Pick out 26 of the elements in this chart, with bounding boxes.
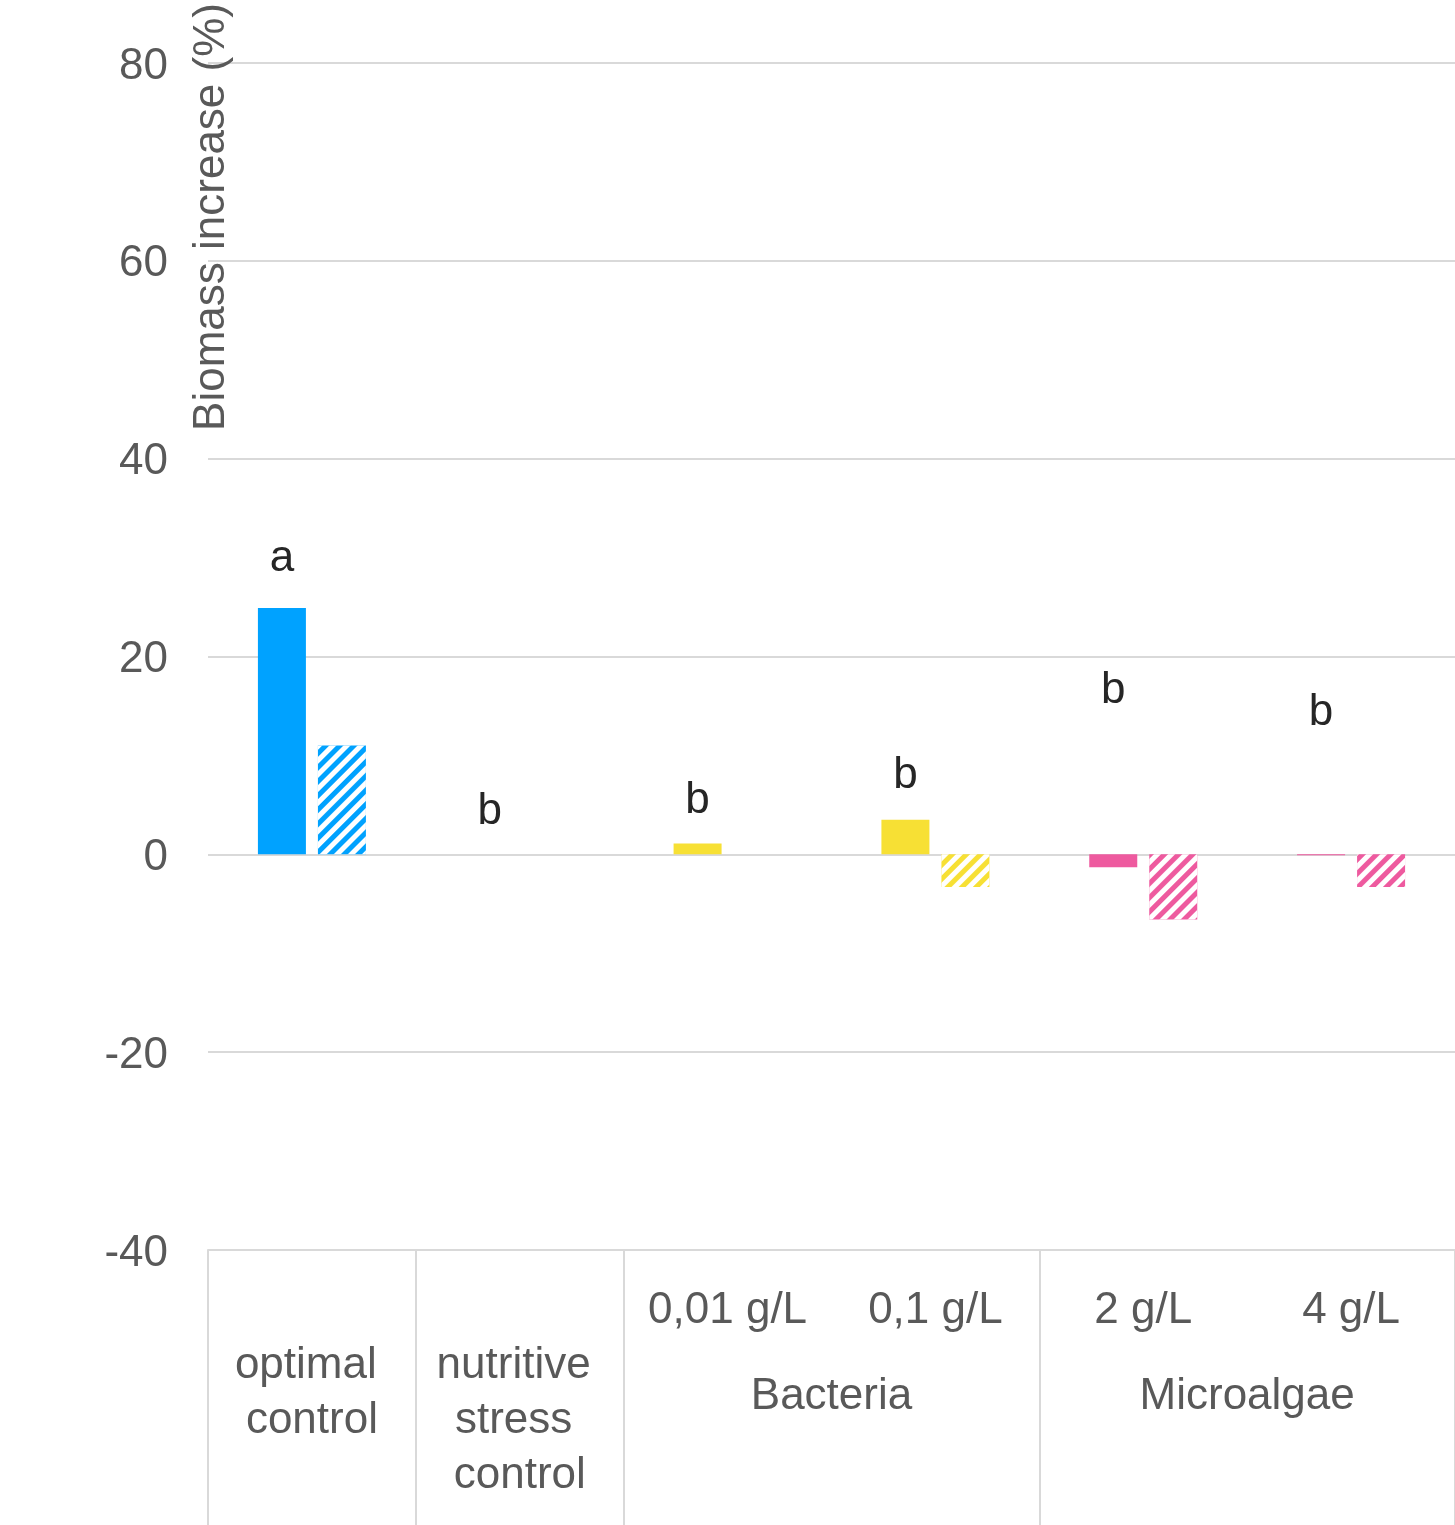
x-tick-label: 4 g/L xyxy=(1302,1283,1401,1332)
x-tick-label: nutritive stress control xyxy=(436,1338,603,1497)
y-tick-label: -20 xyxy=(104,1027,168,1077)
y-tick-label: 80 xyxy=(119,38,168,88)
annotation: b xyxy=(1308,684,1334,734)
annotation: b xyxy=(1101,662,1126,712)
text: Bacteria xyxy=(750,1368,913,1418)
x-tick-label: 0,1 g/L xyxy=(868,1283,1003,1332)
text: Microalgae xyxy=(1139,1368,1355,1418)
annotation: b xyxy=(477,783,502,833)
x-tick-label: optimal control xyxy=(234,1338,389,1442)
y-tick-label: 40 xyxy=(119,434,168,484)
bar xyxy=(881,819,930,855)
bar xyxy=(1089,854,1138,868)
annotation: a xyxy=(269,530,295,580)
y-axis-title: Biomass increase (%) xyxy=(183,3,233,431)
bar xyxy=(257,608,306,855)
x-tick-label: 2 g/L xyxy=(1094,1283,1193,1332)
y-tick-label: -40 xyxy=(104,1225,168,1275)
annotation: b xyxy=(685,772,710,822)
x-tick-label: 0,01 g/L xyxy=(648,1283,808,1332)
annotation: b xyxy=(893,747,918,797)
bar xyxy=(673,843,722,855)
y-tick-label: 20 xyxy=(119,632,168,681)
y-tick-label: 0 xyxy=(143,829,168,879)
y-tick-label: 60 xyxy=(119,236,168,286)
